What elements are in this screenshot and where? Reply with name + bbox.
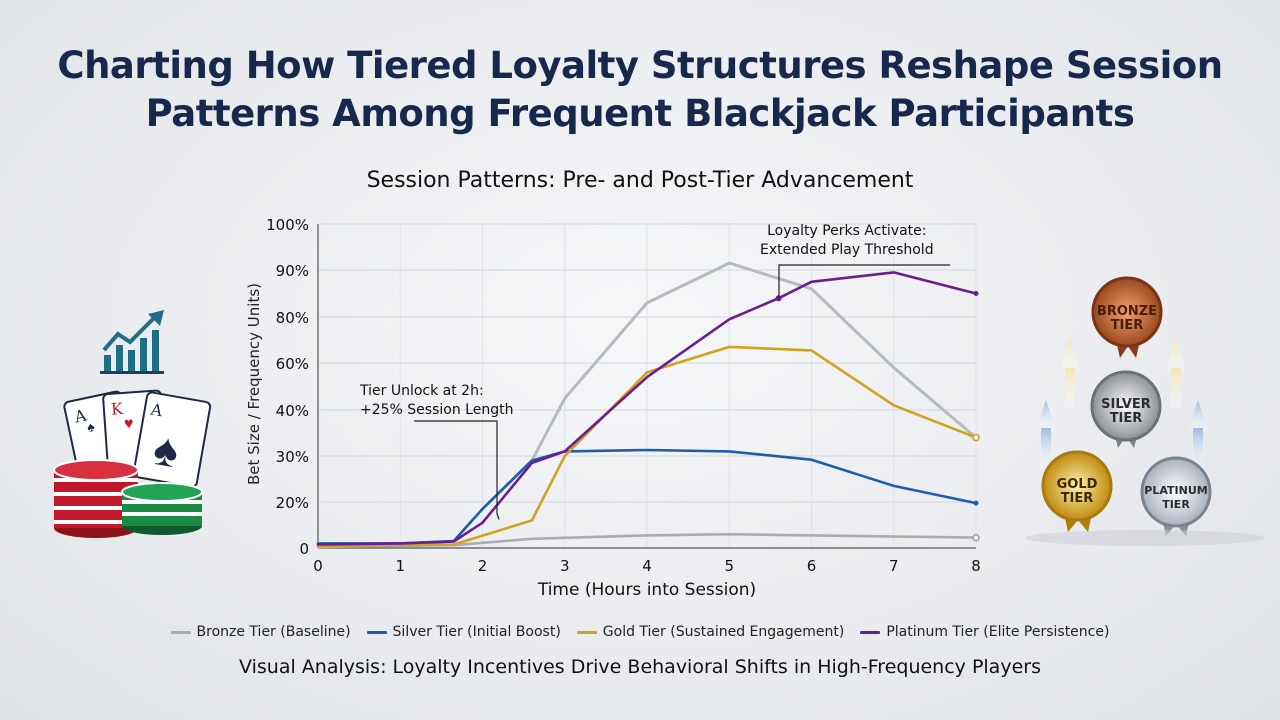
playing-cards: A ♠ K ♥ A ♠ [63,389,212,488]
y-axis-label: Bet Size / Frequency Units) [245,282,263,486]
legend-swatch-silver [366,630,387,634]
y-tick-label: 90% [276,262,309,280]
bronze-series-line [316,532,978,549]
y-tick-label: 20% [276,494,309,512]
grey-peak-series-line [481,261,978,511]
annotation-loyalty-perks-line-1: Loyalty Perks Activate: [767,223,927,239]
annotation-leader-tier-unlock [414,420,500,520]
svg-text:♥: ♥ [123,415,134,433]
arrow-icons [1036,338,1208,468]
silver-tier-label: SILVER TIER [1101,397,1151,426]
legend-label-silver: Silver Tier (Initial Boost) [392,624,561,640]
platinum-medal-icon [1140,456,1212,536]
legend-swatch-bronze [170,630,191,634]
platinum-tier-label: PLATINUM TIER [1144,484,1208,511]
card-rank-1: A [72,405,89,426]
footer-caption: Visual Analysis: Loyalty Incentives Driv… [239,656,1041,678]
y-tick-label: 100% [266,216,309,234]
poker-chips-green [121,482,203,535]
gold-medal-icon [1041,450,1113,532]
annotation-tier-unlock-line-2: +25% Session Length [360,402,514,418]
tier-medals-decoration [1025,276,1265,546]
silver-end-marker [973,500,979,506]
platinum-end-marker [973,291,979,296]
legend-label-platinum: Platinum Tier (Elite Persistence) [886,624,1110,640]
chart-title: Session Patterns: Pre- and Post-Tier Adv… [366,168,914,193]
card-rank-3: A [148,399,164,420]
y-tick-label: 0 [299,540,309,558]
annotation-loyalty-perks: Loyalty Perks Activate: Extended Play Th… [760,222,934,260]
legend-item-silver: Silver Tier (Initial Boost) [366,624,561,640]
card-rank-2: K [110,399,124,419]
silver-medal-icon [1090,370,1162,448]
growth-chart-icon [100,310,164,374]
annotation-leader-loyalty-perks [778,264,950,299]
legend-item-bronze: Bronze Tier (Baseline) [170,624,351,640]
grid-layer [318,223,977,548]
y-tick-label: 40% [276,402,309,420]
main-title-line-2: Patterns Among Frequent Blackjack Partic… [145,92,1135,135]
annotation-layer [414,264,950,520]
legend-item-platinum: Platinum Tier (Elite Persistence) [860,624,1109,640]
bronze-medal-icon [1091,276,1163,358]
y-tick-label: 60% [276,355,309,373]
main-title: Charting How Tiered Loyalty Structures R… [0,42,1280,138]
legend-swatch-platinum [860,630,881,634]
gold-tier-label: GOLD TIER [1056,477,1098,506]
chart-legend: Bronze Tier (Baseline) Silver Tier (Init… [0,624,1280,640]
annotation-tier-unlock: Tier Unlock at 2h: +25% Session Length [360,382,513,420]
y-tick-label: 80% [276,309,309,327]
main-title-line-1: Charting How Tiered Loyalty Structures R… [57,44,1223,87]
legend-label-gold: Gold Tier (Sustained Engagement) [602,624,845,640]
x-tick-label: 8 [971,557,981,575]
gold-series-line [316,345,978,548]
x-tick-label: 7 [889,557,899,575]
bronze-end-marker [972,533,980,542]
y-tick-label: 30% [276,448,309,466]
x-tick-label: 6 [807,557,817,575]
x-tick-label: 5 [724,557,734,575]
x-tick-label: 0 [313,557,323,575]
bronze-tier-label: BRONZE TIER [1096,304,1158,333]
svg-text:♠: ♠ [85,418,96,435]
x-tick-label: 4 [642,557,652,575]
x-axis-label: Time (Hours into Session) [537,580,757,600]
legend-item-gold: Gold Tier (Sustained Engagement) [576,624,845,640]
legend-label-bronze: Bronze Tier (Baseline) [196,624,351,640]
x-tick-label: 3 [560,557,570,575]
x-tick-label: 1 [395,557,405,575]
annotation-loyalty-perks-line-2: Extended Play Threshold [760,242,934,258]
axis-layer [317,224,976,549]
tick-label-layer: 0 20% 30% 40% 60% 80% 90% 100% 0 1 2 3 4 5 6 7 8 [266,216,981,575]
platinum-series-line [316,271,978,546]
annotation-tier-unlock-line-1: Tier Unlock at 2h: [360,383,484,399]
series-layer [316,261,980,549]
gold-end-marker [972,433,980,442]
legend-swatch-gold [576,630,597,634]
x-tick-label: 2 [478,557,488,575]
casino-decoration: A ♠ K ♥ A ♠ [53,310,212,538]
